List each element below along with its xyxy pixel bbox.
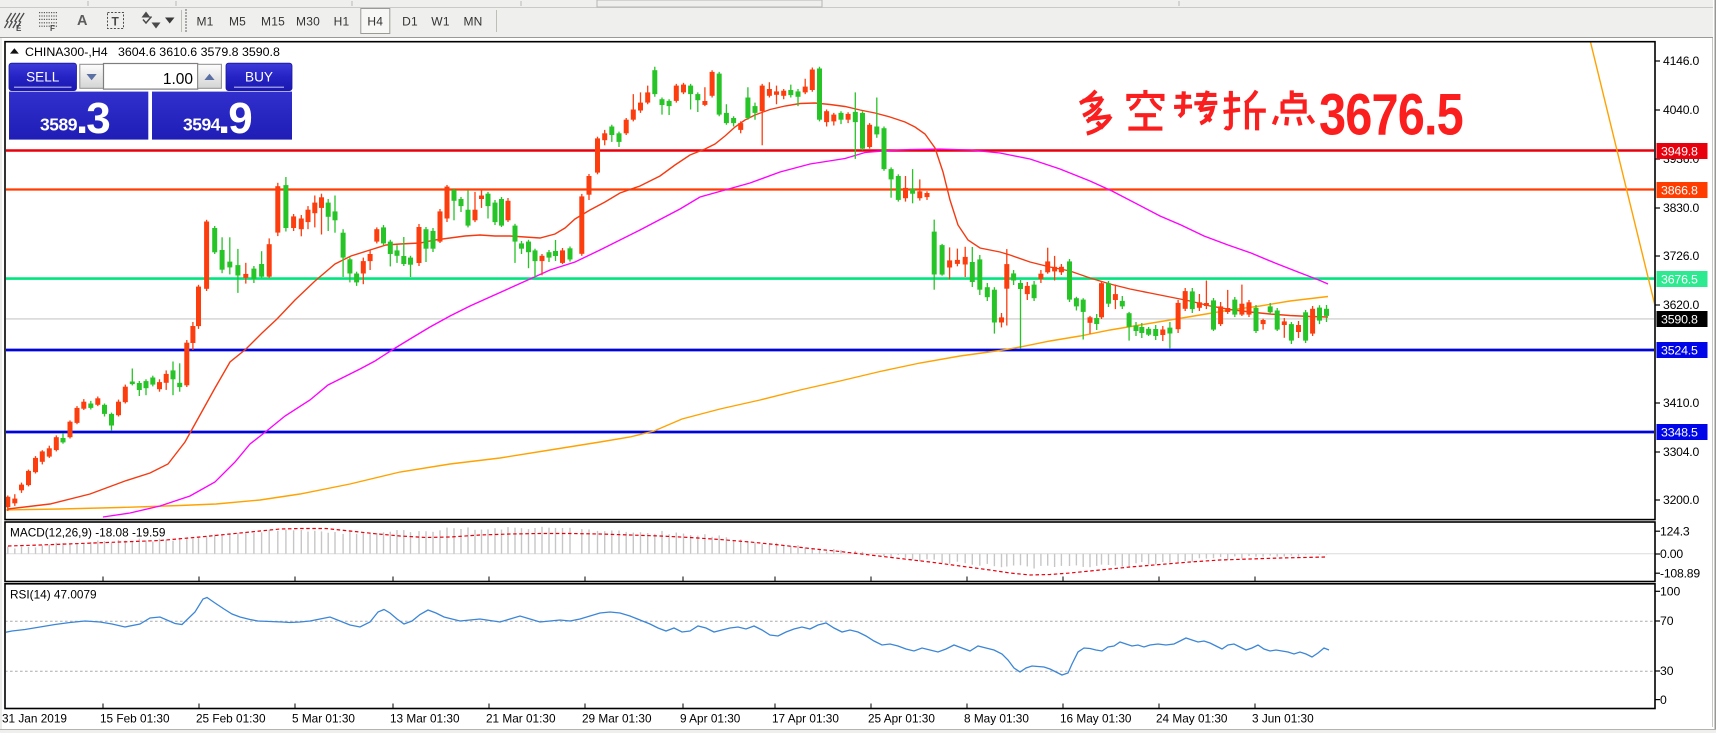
- svg-text:BUY: BUY: [245, 70, 273, 85]
- svg-text:13 Mar 01:30: 13 Mar 01:30: [390, 712, 460, 726]
- svg-text:A: A: [77, 13, 88, 29]
- svg-text:MACD(12,26,9) -18.08 -19.59: MACD(12,26,9) -18.08 -19.59: [10, 526, 165, 540]
- svg-text:F: F: [50, 24, 55, 33]
- svg-text:25 Feb 01:30: 25 Feb 01:30: [196, 712, 266, 726]
- svg-text:3348.5: 3348.5: [1661, 425, 1698, 439]
- svg-text:M15: M15: [261, 15, 285, 29]
- svg-text:3304.0: 3304.0: [1663, 445, 1699, 459]
- svg-text:8 May 01:30: 8 May 01:30: [964, 712, 1029, 726]
- svg-text:4040.0: 4040.0: [1663, 103, 1699, 117]
- svg-text:CHINA300-,H4 3604.6 3610.6 3: CHINA300-,H4 3604.6 3610.6 3579.8 3590.8: [25, 45, 280, 59]
- svg-text:3589: 3589: [40, 115, 78, 135]
- svg-text:31 Jan 2019: 31 Jan 2019: [2, 712, 67, 726]
- svg-text:W1: W1: [431, 15, 450, 29]
- svg-text:15 Feb 01:30: 15 Feb 01:30: [100, 712, 170, 726]
- svg-text:29 Mar 01:30: 29 Mar 01:30: [582, 712, 652, 726]
- svg-text:3590.8: 3590.8: [1661, 312, 1698, 326]
- svg-text:3949.8: 3949.8: [1661, 144, 1698, 158]
- svg-text:4146.0: 4146.0: [1663, 54, 1699, 68]
- svg-text:3 Jun 01:30: 3 Jun 01:30: [1252, 712, 1314, 726]
- svg-text:25 Apr 01:30: 25 Apr 01:30: [868, 712, 935, 726]
- svg-text:MN: MN: [463, 15, 482, 29]
- svg-text:3620.0: 3620.0: [1663, 298, 1699, 312]
- svg-text:M30: M30: [296, 15, 320, 29]
- svg-text:30: 30: [1660, 664, 1674, 678]
- svg-text:SELL: SELL: [26, 70, 60, 85]
- svg-text:M1: M1: [196, 15, 213, 29]
- svg-text:3676.5: 3676.5: [1319, 84, 1463, 148]
- svg-text:3200.0: 3200.0: [1663, 493, 1699, 507]
- svg-text:3594: 3594: [183, 115, 221, 135]
- svg-text:E: E: [16, 24, 22, 33]
- svg-text:9 Apr 01:30: 9 Apr 01:30: [680, 712, 741, 726]
- svg-text:D1: D1: [402, 15, 418, 29]
- svg-text:3866.8: 3866.8: [1661, 183, 1698, 197]
- svg-text:3676.5: 3676.5: [1661, 272, 1698, 286]
- svg-text:3726.0: 3726.0: [1663, 249, 1699, 263]
- svg-text:1.00: 1.00: [163, 71, 194, 88]
- svg-text:H1: H1: [334, 15, 350, 29]
- svg-text:T: T: [112, 15, 120, 29]
- svg-text:24 May 01:30: 24 May 01:30: [1156, 712, 1228, 726]
- svg-text:3410.0: 3410.0: [1663, 396, 1699, 410]
- svg-text:16 May 01:30: 16 May 01:30: [1060, 712, 1132, 726]
- svg-text:17 Apr 01:30: 17 Apr 01:30: [772, 712, 839, 726]
- svg-text:M5: M5: [229, 15, 246, 29]
- svg-text:RSI(14) 47.0079: RSI(14) 47.0079: [10, 588, 97, 602]
- svg-text:70: 70: [1660, 614, 1674, 628]
- svg-text:3830.0: 3830.0: [1663, 201, 1699, 215]
- svg-text:-108.89: -108.89: [1660, 566, 1700, 580]
- svg-text:3524.5: 3524.5: [1661, 343, 1698, 357]
- svg-text:124.3: 124.3: [1660, 524, 1690, 538]
- svg-text:.3: .3: [76, 94, 109, 143]
- svg-text:100: 100: [1660, 585, 1681, 599]
- svg-text:H4: H4: [367, 15, 383, 29]
- svg-text:5 Mar 01:30: 5 Mar 01:30: [292, 712, 355, 726]
- svg-text:.9: .9: [218, 94, 251, 143]
- svg-text:0.00: 0.00: [1660, 547, 1683, 561]
- svg-text:21 Mar 01:30: 21 Mar 01:30: [486, 712, 556, 726]
- svg-text:0: 0: [1660, 693, 1667, 707]
